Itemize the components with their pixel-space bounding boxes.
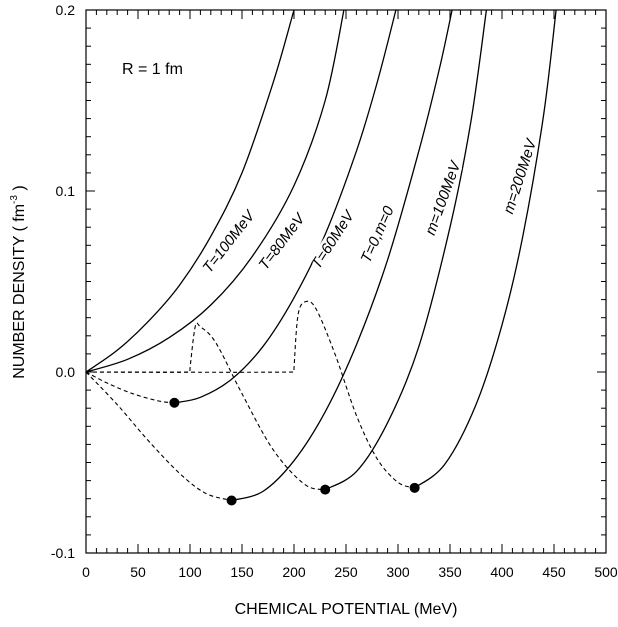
curve-label-bg <box>357 203 397 266</box>
dashed-curve-6 <box>85 371 175 404</box>
curve-m-200mev <box>414 9 557 489</box>
curve-label-group: m=200MeV <box>500 135 541 216</box>
x-tick-label: 100 <box>178 564 202 580</box>
y-tick-label: -0.1 <box>51 545 75 561</box>
y-axis-label-close: ) <box>11 185 28 195</box>
x-tick-label: 250 <box>334 564 358 580</box>
x-tick-label: 450 <box>542 564 566 580</box>
curve-label-group: T=60MeV <box>308 206 359 272</box>
dashed-curve-7 <box>85 371 232 502</box>
curve-t-100mev <box>85 9 295 373</box>
y-tick-label: 0.1 <box>56 183 76 199</box>
y-tick-label: 0.2 <box>56 2 76 18</box>
curve-label-bg <box>256 212 307 272</box>
x-tick-label: 500 <box>594 564 618 580</box>
x-tick-label: 0 <box>82 564 90 580</box>
curve-m-100mev <box>324 9 488 491</box>
curve-t-60mev <box>174 9 397 404</box>
minimum-point <box>409 482 420 493</box>
curve-label: T=60MeV <box>308 206 359 272</box>
axis-ticks <box>85 9 607 554</box>
curve-label-group: T=80MeV <box>255 209 309 273</box>
curve-label-group: T=0,m=0 <box>357 203 398 266</box>
x-tick-label: 200 <box>282 564 306 580</box>
curve-label-bg <box>423 162 463 234</box>
minimum-point <box>169 397 180 408</box>
y-axis-label-sup: -3 <box>9 195 20 204</box>
tick-labels: 0 50 100 150 200 250 300 350 400 450 500 -0.1 0.0 0.1… <box>51 2 618 580</box>
curve-label: T=0,m=0 <box>358 203 398 265</box>
curve-t-0-m-0 <box>231 9 453 502</box>
curve-label-bg <box>501 140 539 213</box>
series-layer <box>85 9 557 502</box>
minimum-point <box>320 484 331 495</box>
x-axis-label: CHEMICAL POTENTIAL (MeV) <box>235 601 458 618</box>
x-tick-label: 150 <box>230 564 254 580</box>
dashed-curve-8 <box>85 322 326 491</box>
curve-label-group: m=100MeV <box>422 157 465 237</box>
curve-label-bg <box>200 209 257 275</box>
minimum-point <box>226 495 237 506</box>
curve-label: m=100MeV <box>422 157 465 237</box>
curve-label: m=200MeV <box>500 135 541 216</box>
curve-label-bg <box>309 209 356 270</box>
y-tick-label: 0.0 <box>56 364 76 380</box>
x-tick-label: 50 <box>130 564 146 580</box>
curve-t-80mev <box>85 9 345 373</box>
y-axis-label-main: NUMBER DENSITY ( fm <box>11 204 28 379</box>
curve-label: T=80MeV <box>255 209 309 273</box>
plot-frame <box>85 9 607 554</box>
x-tick-label: 300 <box>386 564 410 580</box>
points-layer <box>169 397 420 506</box>
x-tick-label: 400 <box>490 564 514 580</box>
annotation-radius: R = 1 fm <box>122 61 183 78</box>
x-tick-label: 350 <box>438 564 462 580</box>
dashed-curve-9 <box>85 300 415 489</box>
y-axis-label: NUMBER DENSITY ( fm-3 ) <box>9 185 28 379</box>
